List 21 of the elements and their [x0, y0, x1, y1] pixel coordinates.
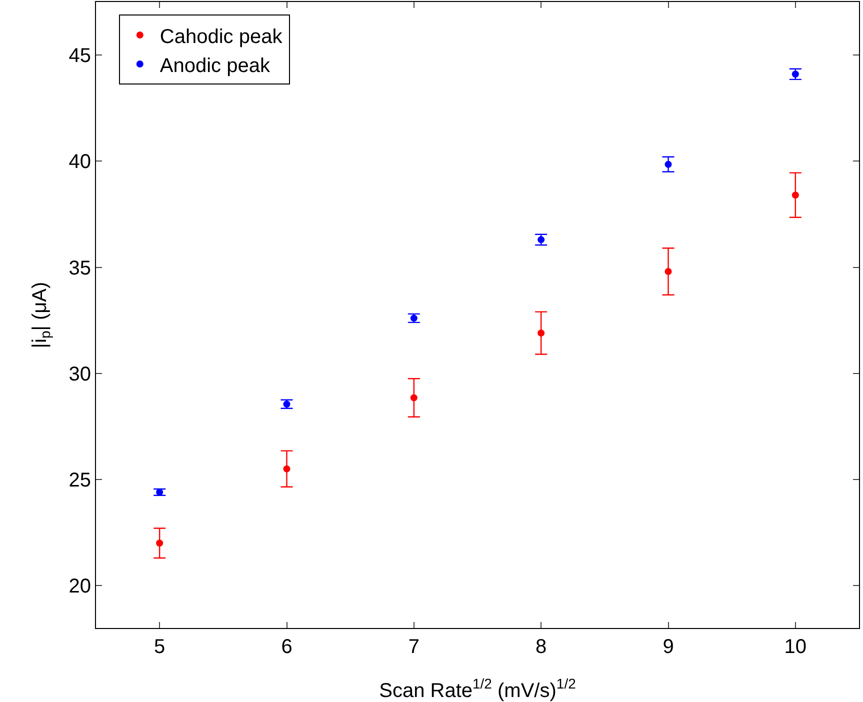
point — [664, 268, 672, 275]
point — [283, 465, 290, 472]
y-tick-label: 45 — [68, 45, 91, 68]
x-tick-label: 9 — [662, 636, 674, 658]
y-tick-label: 25 — [68, 469, 91, 492]
y-tick-label: 20 — [68, 576, 91, 598]
point — [538, 330, 545, 337]
point — [410, 394, 418, 402]
point — [792, 192, 799, 199]
x-tick-label: 8 — [536, 636, 547, 658]
y-tick-label: 35 — [68, 257, 91, 280]
y-tick-label: 30 — [68, 363, 91, 386]
y-tick-label: 40 — [68, 151, 91, 174]
x-tick-label: 10 — [784, 636, 807, 658]
x-tick-label: 7 — [408, 636, 420, 658]
point — [156, 540, 164, 547]
x-tick-label: 5 — [154, 636, 166, 658]
x-tick-label: 6 — [281, 636, 292, 658]
legend-label: Anodic peak — [160, 54, 271, 77]
x-axis-title: Scan Rate$^{1/2}$ (mV/s)$^{1/2}$ — [379, 676, 576, 702]
legend-label: Cahodic peak — [160, 26, 284, 48]
